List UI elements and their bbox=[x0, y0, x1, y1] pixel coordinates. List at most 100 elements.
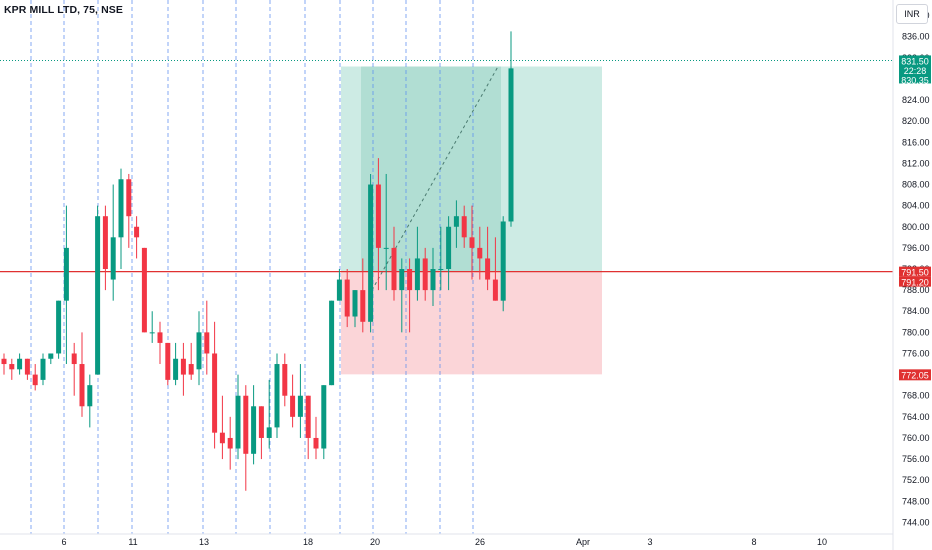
stop-price-tag-bg bbox=[899, 369, 931, 381]
price-tick-label: 784.00 bbox=[902, 306, 930, 316]
candle-body bbox=[118, 179, 124, 238]
candle-body bbox=[87, 385, 93, 407]
candle-body bbox=[204, 332, 210, 354]
candle-body bbox=[17, 358, 23, 370]
price-tick-label: 768.00 bbox=[902, 391, 930, 401]
price-tick-label: 780.00 bbox=[902, 327, 930, 337]
profit-zone-filled bbox=[361, 66, 501, 272]
time-tick-label: 3 bbox=[647, 537, 652, 547]
candle-body bbox=[40, 358, 46, 380]
price-tick-label: 812.00 bbox=[902, 158, 930, 168]
candle-body bbox=[32, 374, 38, 386]
candle-body bbox=[235, 395, 241, 449]
candle-body bbox=[321, 385, 327, 449]
candle-body bbox=[485, 258, 491, 280]
candle-body bbox=[492, 279, 498, 301]
candle-body bbox=[219, 432, 225, 444]
loss-zone bbox=[341, 271, 602, 375]
price-tick-label: 816.00 bbox=[902, 137, 930, 147]
candle-body bbox=[305, 395, 311, 438]
candle-body bbox=[149, 332, 155, 334]
stop-price-tag-text: 772.05 bbox=[901, 370, 929, 380]
candle-body bbox=[422, 258, 428, 291]
last-price-tag-text: 22:28 bbox=[904, 66, 927, 76]
candle-body bbox=[266, 427, 272, 438]
time-tick-label: Apr bbox=[576, 537, 590, 547]
price-tick-label: 796.00 bbox=[902, 243, 930, 253]
candle-body bbox=[368, 184, 374, 322]
time-tick-label: 13 bbox=[199, 537, 209, 547]
price-tick-label: 788.00 bbox=[902, 285, 930, 295]
price-tick-label: 808.00 bbox=[902, 180, 930, 190]
candle-body bbox=[227, 437, 233, 449]
candle-body bbox=[95, 216, 101, 375]
candle-body bbox=[414, 258, 420, 291]
candle-body bbox=[430, 269, 436, 291]
candle-body bbox=[313, 437, 319, 449]
price-tick-label: 836.00 bbox=[902, 32, 930, 42]
time-tick-label: 10 bbox=[817, 537, 827, 547]
candle-body bbox=[438, 269, 444, 270]
candle-body bbox=[500, 221, 506, 301]
entry-price-2-tag-bg bbox=[899, 276, 931, 287]
candle-body bbox=[508, 68, 514, 222]
candle-body bbox=[134, 226, 140, 238]
time-tick-label: 20 bbox=[370, 537, 380, 547]
last-price-tag-bg bbox=[899, 55, 931, 84]
price-tick-label: 764.00 bbox=[902, 412, 930, 422]
candle-body bbox=[9, 364, 15, 370]
price-tick-label: 776.00 bbox=[902, 348, 930, 358]
time-tick-label: 18 bbox=[303, 537, 313, 547]
time-tick-label: 26 bbox=[475, 537, 485, 547]
candle-body bbox=[290, 395, 296, 417]
candle-body bbox=[336, 279, 342, 301]
currency-button[interactable]: INR bbox=[896, 4, 928, 24]
candle-body bbox=[407, 269, 413, 291]
candle-body bbox=[329, 300, 335, 386]
price-tick-label: 760.00 bbox=[902, 433, 930, 443]
candle-body bbox=[188, 364, 194, 375]
candle-body bbox=[126, 179, 132, 217]
entry-price-2-tag-text: 791.20 bbox=[901, 278, 929, 288]
candle-body bbox=[282, 364, 288, 396]
candle-body bbox=[110, 237, 116, 280]
candle-body bbox=[446, 226, 452, 269]
candle-body bbox=[344, 279, 350, 317]
candle-body bbox=[71, 353, 77, 365]
candle-body bbox=[399, 269, 405, 291]
candle-body bbox=[243, 395, 249, 454]
candle-body bbox=[157, 332, 163, 343]
entry-price-tag-bg bbox=[899, 266, 931, 277]
candle-body bbox=[274, 364, 280, 428]
candle-body bbox=[453, 216, 459, 227]
candle-body bbox=[63, 247, 69, 301]
candle-body bbox=[24, 358, 30, 375]
candle-body bbox=[212, 353, 218, 433]
candle-body bbox=[258, 406, 264, 438]
candle-body bbox=[1, 358, 7, 365]
price-tick-label: 824.00 bbox=[902, 95, 930, 105]
candle-body bbox=[48, 353, 54, 359]
price-tick-label: 804.00 bbox=[902, 201, 930, 211]
price-tick-label: 756.00 bbox=[902, 454, 930, 464]
candle-body bbox=[477, 247, 483, 259]
candle-body bbox=[102, 216, 108, 269]
time-tick-label: 11 bbox=[128, 537, 137, 547]
price-tick-label: 744.00 bbox=[902, 517, 930, 527]
candle-body bbox=[461, 216, 467, 238]
price-tick-label: 820.00 bbox=[902, 116, 930, 126]
candle-body bbox=[352, 290, 358, 317]
time-tick-label: 6 bbox=[61, 537, 66, 547]
price-tick-label: 800.00 bbox=[902, 222, 930, 232]
candle-body bbox=[375, 184, 381, 248]
candle-body bbox=[383, 247, 389, 249]
candle-body bbox=[297, 395, 303, 417]
time-tick-label: 8 bbox=[751, 537, 756, 547]
last-price-tag-text: 830.35 bbox=[901, 75, 929, 85]
candle-body bbox=[196, 332, 202, 370]
price-tick-label: 752.00 bbox=[902, 475, 930, 485]
candle-body bbox=[180, 358, 186, 375]
entry-price-tag-text: 791.50 bbox=[901, 268, 929, 278]
